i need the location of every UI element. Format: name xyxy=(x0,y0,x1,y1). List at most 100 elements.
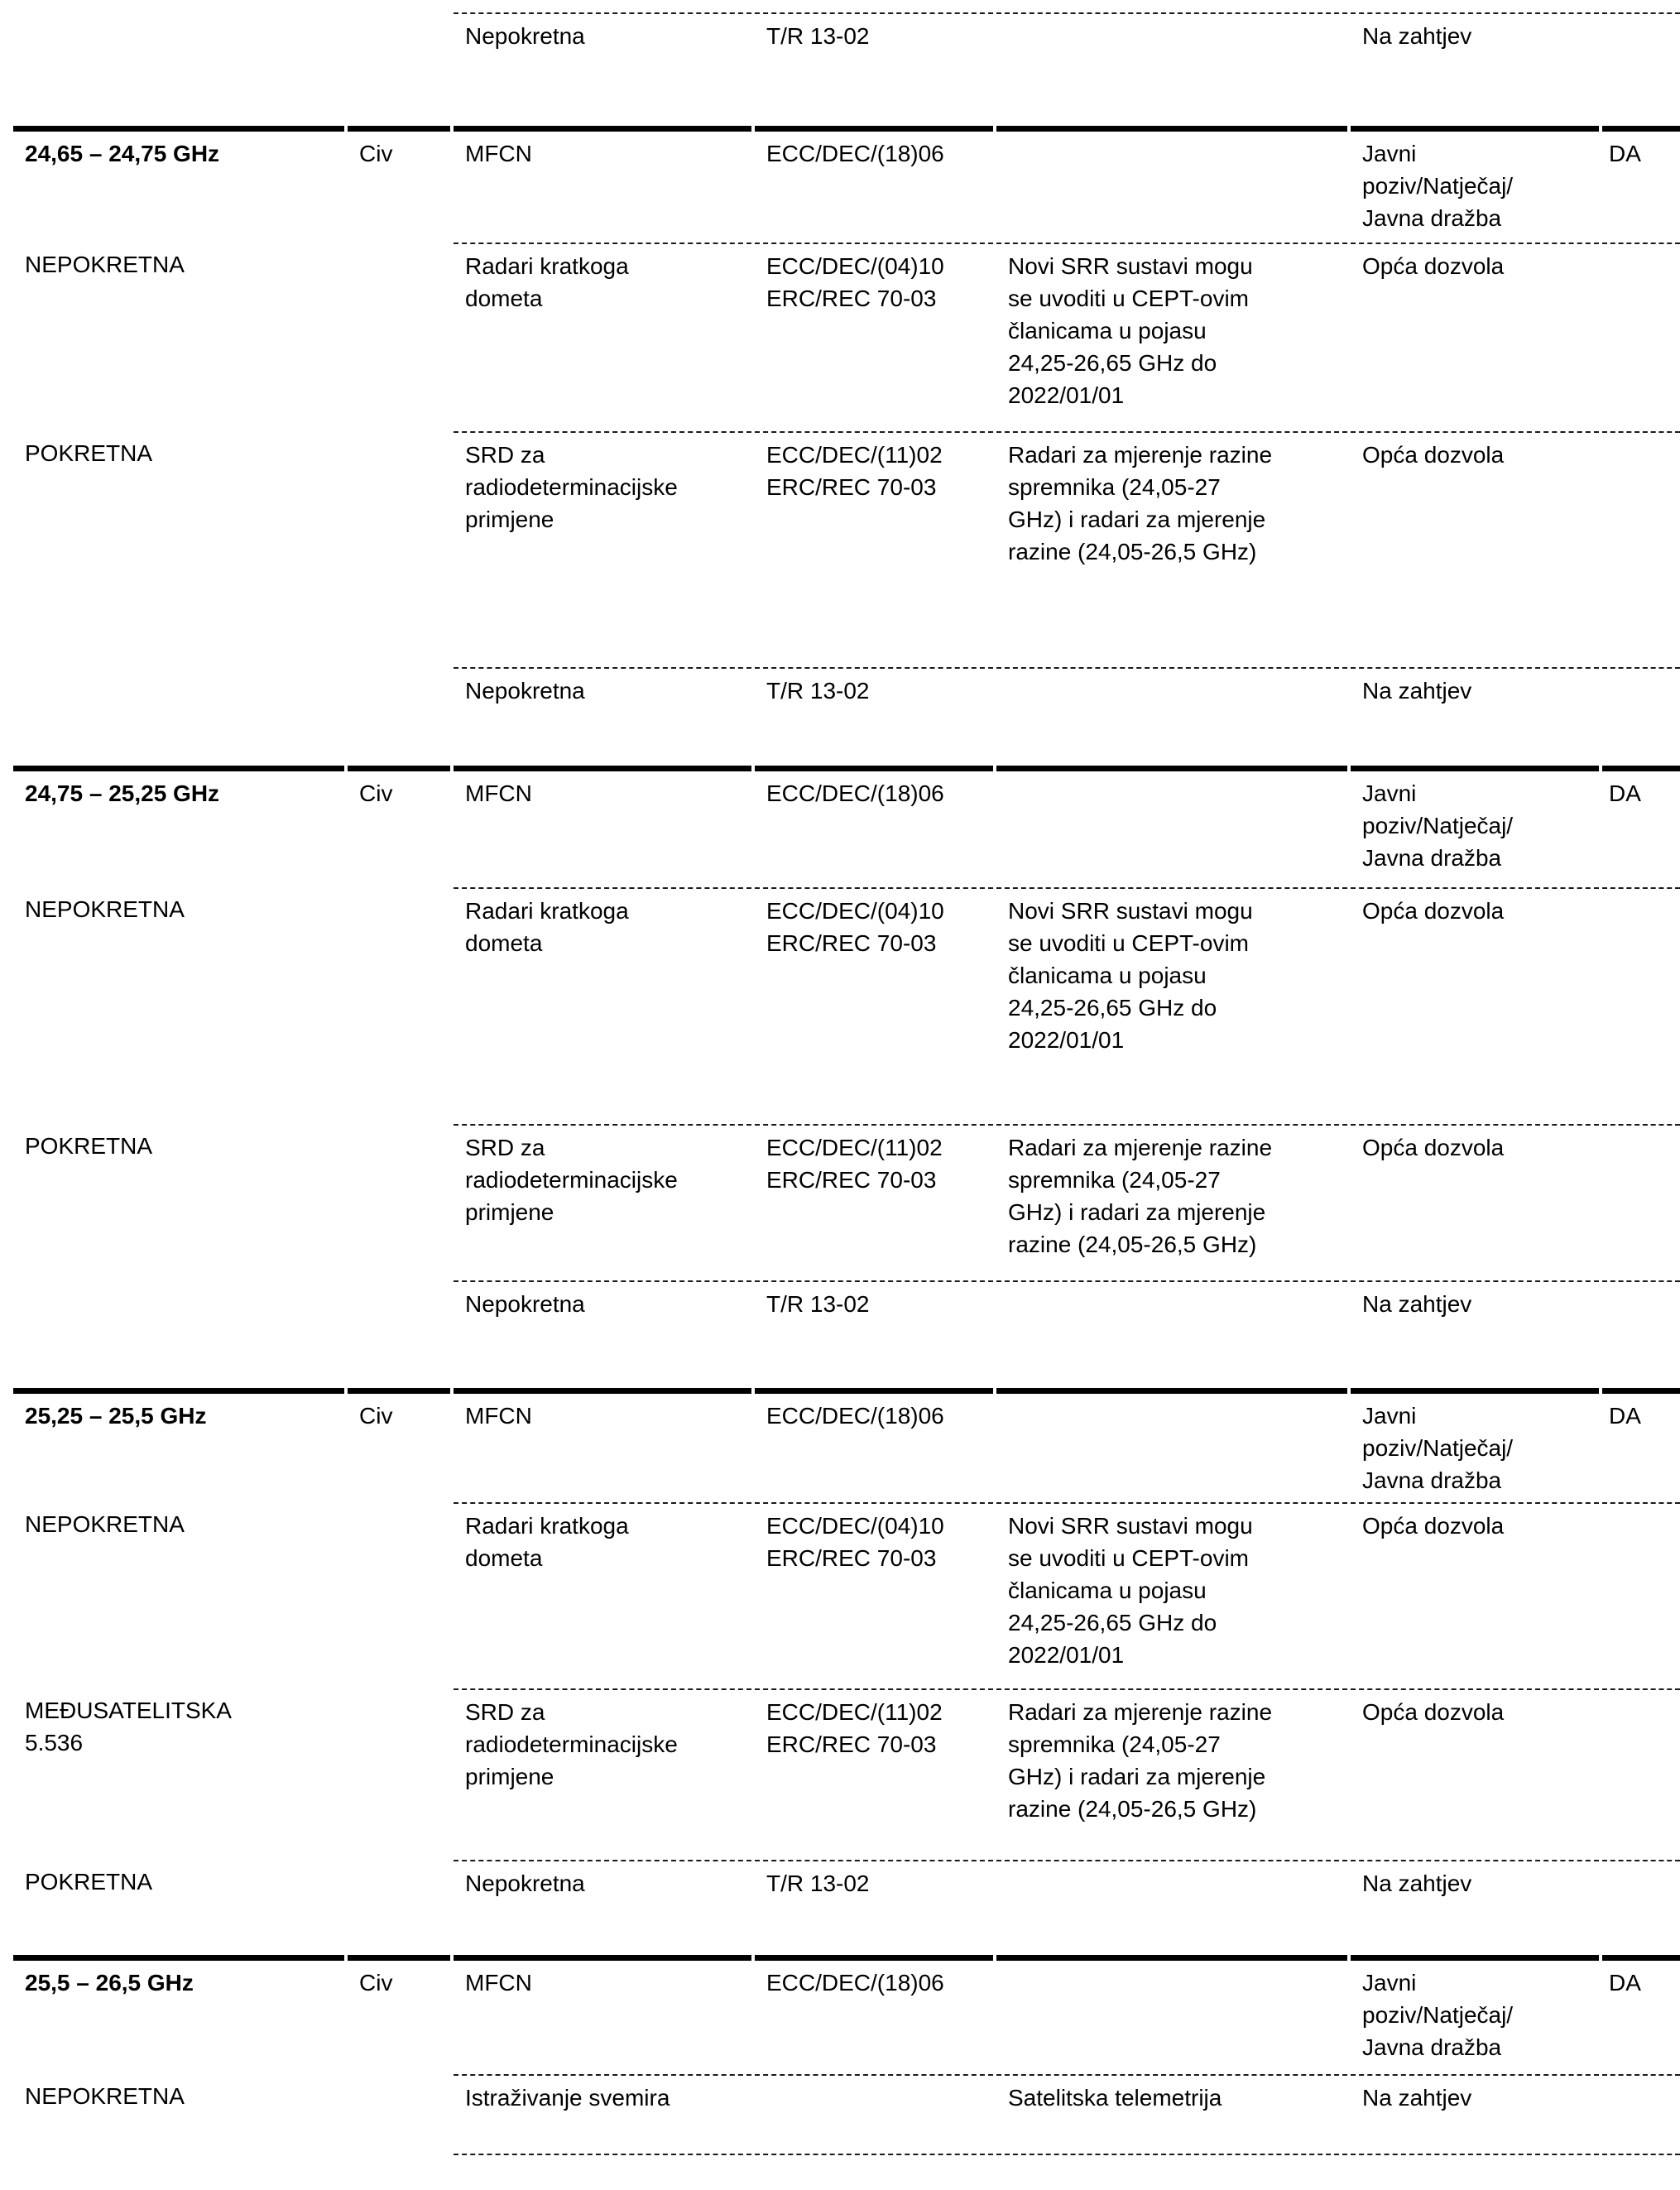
authorization-cell: Na zahtjev xyxy=(1351,1280,1599,1388)
usage-cell xyxy=(348,1124,450,1280)
authorization-cell: Javni poziv/Natječaj/ Javna dražba xyxy=(1351,126,1599,243)
note-cell xyxy=(996,12,1347,126)
allocation-row: NEPOKRETNA Radari kratkoga dometa ECC/DE… xyxy=(13,887,1680,1124)
regulation-cell: T/R 13-02 xyxy=(755,12,993,126)
authorization-cell: Na zahtjev xyxy=(1351,12,1599,126)
allocation-cell xyxy=(13,2154,344,2190)
allocation-row: POKRETNA SRD za radiodeterminacijske pri… xyxy=(13,1124,1680,1280)
authorization-cell: Opća dozvola xyxy=(1351,1688,1599,1860)
usage-cell: Civ xyxy=(348,1388,450,1502)
usage-cell xyxy=(348,1860,450,1955)
note-cell xyxy=(996,1388,1347,1502)
allocation-cell: NEPOKRETNA xyxy=(25,2083,185,2109)
regulation-cell: ECC/DEC/(11)02 ERC/REC 70-03 xyxy=(755,431,993,667)
application-cell: Nepokretna xyxy=(454,12,751,126)
application-cell: MFCN xyxy=(454,766,751,887)
application-cell: Radari kratkoga dometa xyxy=(454,887,751,1124)
frequency-band-cell: 24,65 – 24,75 GHz xyxy=(13,126,344,243)
allocation-cell: NEPOKRETNA xyxy=(25,252,185,277)
regulation-cell: ECC/DEC/(18)06 xyxy=(755,1388,993,1502)
application-cell: Nepokretna xyxy=(454,1280,751,1388)
allocation-row: POKRETNA Nepokretna T/R 13-02 Na zahtjev xyxy=(13,1860,1680,1955)
allocation-row: NEPOKRETNA Istraživanje svemira Satelits… xyxy=(13,2074,1680,2154)
note-cell: Radari za mjerenje razine spremnika (24,… xyxy=(996,1124,1347,1280)
application-cell: SRD za radiodeterminacijske primjene xyxy=(454,1124,751,1280)
allocation-row: POKRETNA SRD za radiodeterminacijske pri… xyxy=(13,431,1680,667)
allocation-cell xyxy=(13,667,344,766)
note-cell xyxy=(996,1860,1347,1955)
usage-cell: Civ xyxy=(348,766,450,887)
usage-cell xyxy=(348,2154,450,2190)
usage-cell: Civ xyxy=(348,1955,450,2074)
usage-cell xyxy=(348,1688,450,1860)
note-cell: Radari za mjerenje razine spremnika (24,… xyxy=(996,431,1347,667)
tender-cell: DA xyxy=(1602,1388,1680,1502)
allocation-row: MEĐUSATELITSKA 5.536 SRD za radiodetermi… xyxy=(13,1688,1680,1860)
usage-cell xyxy=(348,1502,450,1688)
application-cell: SRD za radiodeterminacijske primjene xyxy=(454,431,751,667)
authorization-cell: Na zahtjev xyxy=(1351,667,1599,766)
note-cell: Radari za mjerenje razine spremnika (24,… xyxy=(996,1688,1347,1860)
frequency-band-cell: 24,75 – 25,25 GHz xyxy=(13,766,344,887)
tender-cell: DA xyxy=(1602,1955,1680,2074)
application-cell: MFCN xyxy=(454,1955,751,2074)
allocation-cell: POKRETNA xyxy=(25,440,153,466)
usage-cell xyxy=(348,1280,450,1388)
regulation-cell: T/R 13-02 xyxy=(755,667,993,766)
regulation-cell: ECC/DEC/(18)06 xyxy=(755,766,993,887)
tender-cell xyxy=(1602,2074,1680,2154)
authorization-cell: Javni poziv/Natječaj/ Javna dražba xyxy=(1351,766,1599,887)
tender-cell xyxy=(1602,431,1680,667)
table-row-continuation: Nepokretna T/R 13-02 Na zahtjev xyxy=(13,12,1680,126)
authorization-cell: Javni poziv/Natječaj/ Javna dražba xyxy=(1351,1388,1599,1502)
regulation-cell: ECC/DEC/(04)10 ERC/REC 70-03 xyxy=(755,1502,993,1688)
tender-cell xyxy=(1602,243,1680,431)
application-cell: Nepokretna xyxy=(454,1860,751,1955)
band-header-row: 24,75 – 25,25 GHz Civ MFCN ECC/DEC/(18)0… xyxy=(13,766,1680,887)
usage-cell xyxy=(348,431,450,667)
regulation-cell: T/R 13-02 xyxy=(755,1860,993,1955)
bottom-rule-row xyxy=(13,2154,1680,2190)
application-cell: Istraživanje svemira xyxy=(454,2074,751,2154)
frequency-band-cell: 25,5 – 26,5 GHz xyxy=(13,1955,344,2074)
note-cell: Novi SRR sustavi mogu se uvoditi u CEPT-… xyxy=(996,243,1347,431)
tender-cell: DA xyxy=(1602,766,1680,887)
note-cell xyxy=(996,126,1347,243)
authorization-cell xyxy=(1351,2154,1599,2190)
authorization-cell: Opća dozvola xyxy=(1351,431,1599,667)
regulation-cell: ECC/DEC/(04)10 ERC/REC 70-03 xyxy=(755,243,993,431)
note-cell xyxy=(996,2154,1347,2190)
allocation-row: NEPOKRETNA Radari kratkoga dometa ECC/DE… xyxy=(13,243,1680,431)
regulation-cell: ECC/DEC/(18)06 xyxy=(755,1955,993,2074)
authorization-cell: Opća dozvola xyxy=(1351,1502,1599,1688)
allocation-cell: POKRETNA xyxy=(25,1133,153,1159)
frequency-allocation-table: Nepokretna T/R 13-02 Na zahtjev 24,65 – … xyxy=(13,12,1680,2190)
usage-cell xyxy=(348,887,450,1124)
allocation-row: NEPOKRETNA Radari kratkoga dometa ECC/DE… xyxy=(13,1502,1680,1688)
authorization-cell: Javni poziv/Natječaj/ Javna dražba xyxy=(1351,1955,1599,2074)
regulation-cell xyxy=(755,2154,993,2190)
allocation-cell: MEĐUSATELITSKA 5.536 xyxy=(25,1698,232,1755)
allocation-cell: POKRETNA xyxy=(25,1869,153,1895)
authorization-cell: Opća dozvola xyxy=(1351,1124,1599,1280)
usage-cell xyxy=(348,12,450,126)
tender-cell xyxy=(1602,887,1680,1124)
regulation-cell: ECC/DEC/(18)06 xyxy=(755,126,993,243)
tender-cell xyxy=(1602,1688,1680,1860)
application-cell: MFCN xyxy=(454,126,751,243)
application-cell: MFCN xyxy=(454,1388,751,1502)
application-cell: SRD za radiodeterminacijske primjene xyxy=(454,1688,751,1860)
tender-cell xyxy=(1602,1280,1680,1388)
allocation-cell: NEPOKRETNA xyxy=(25,1511,185,1537)
allocation-row: Nepokretna T/R 13-02 Na zahtjev xyxy=(13,667,1680,766)
allocation-row: Nepokretna T/R 13-02 Na zahtjev xyxy=(13,1280,1680,1388)
allocation-cell xyxy=(13,1280,344,1388)
usage-cell xyxy=(348,243,450,431)
tender-cell xyxy=(1602,12,1680,126)
regulation-cell xyxy=(755,2074,993,2154)
allocation-cell xyxy=(13,12,344,126)
authorization-cell: Na zahtjev xyxy=(1351,1860,1599,1955)
usage-cell xyxy=(348,667,450,766)
usage-cell: Civ xyxy=(348,126,450,243)
